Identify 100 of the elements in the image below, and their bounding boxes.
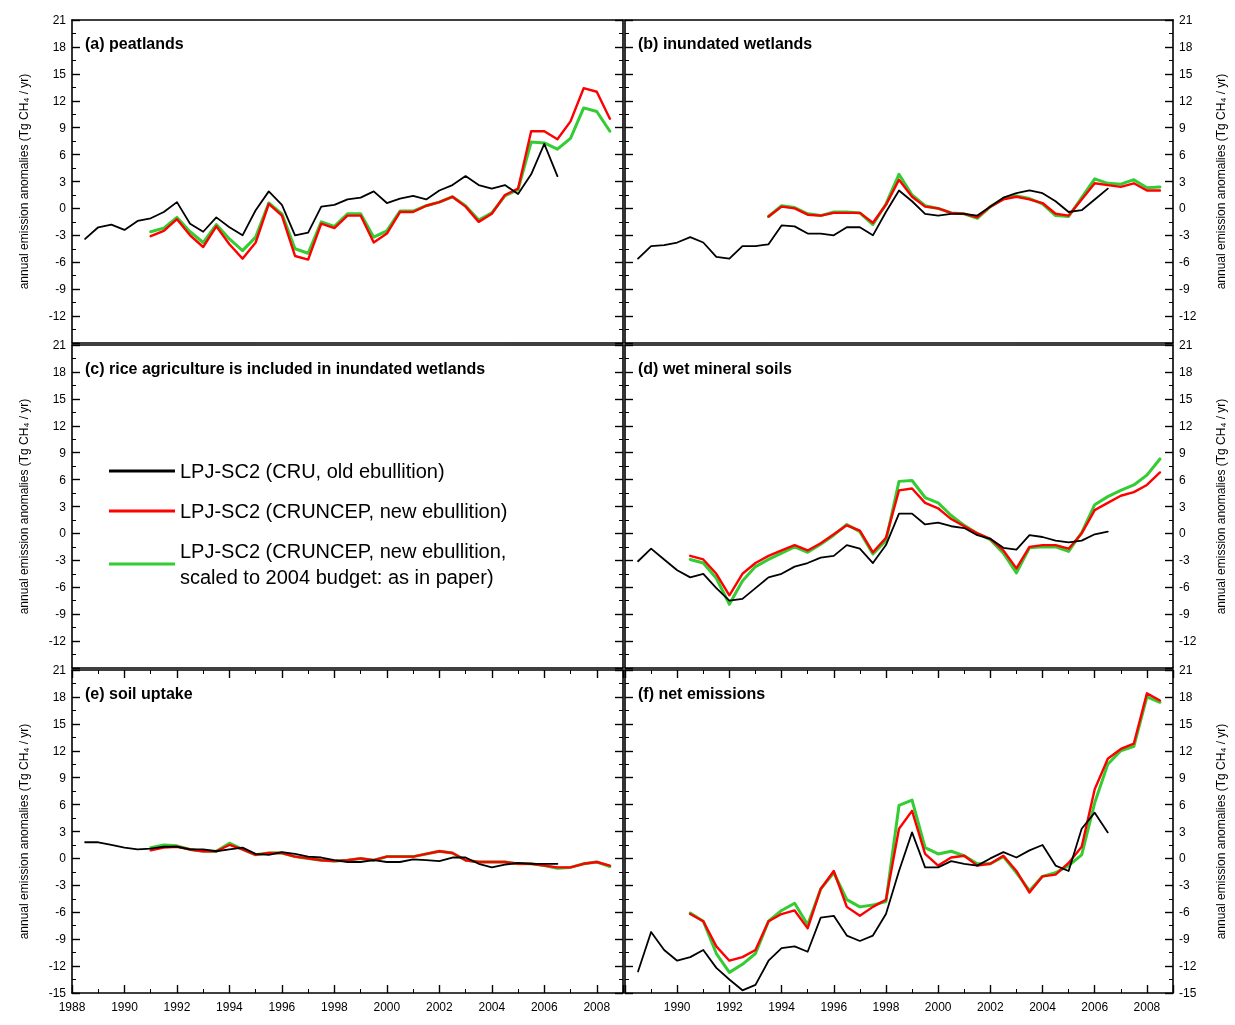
y-tick-label: -9 [1179, 932, 1190, 947]
text: (e) soil uptake [85, 684, 193, 702]
y-tick-label: 6 [59, 797, 67, 812]
x-tick-label: 2000 [924, 1000, 952, 1014]
y-tick-label: 18 [52, 364, 67, 379]
y-tick-label: 12 [52, 743, 67, 758]
x-tick-label: 1996 [820, 1000, 848, 1014]
y-tick-label: 15 [1179, 391, 1193, 406]
y-tick-label: -6 [55, 255, 67, 270]
y-tick-label: 18 [52, 39, 67, 54]
y-axis-title: annual emission anomalies (Tg CH₄ / yr) [1214, 723, 1228, 940]
y-tick-label: -3 [1179, 878, 1190, 893]
y-tick-label: -12 [48, 634, 67, 649]
y-axis-title: annual emission anomalies (Tg CH₄ / yr) [17, 723, 31, 940]
y-tick-label: 6 [1179, 147, 1186, 162]
y-tick-label: -9 [55, 607, 67, 622]
y-tick-label: 21 [1179, 663, 1193, 677]
y-tick-label: -6 [1179, 905, 1190, 920]
x-tick-label: 2002 [976, 1000, 1004, 1014]
x-tick-label: 2004 [478, 1000, 506, 1014]
x-tick-label: 1998 [872, 1000, 900, 1014]
y-tick-label: -9 [55, 932, 67, 947]
y-tick-label: 21 [1179, 338, 1193, 352]
y-tick-label: 6 [1179, 797, 1186, 812]
y-tick-label: 12 [1179, 93, 1193, 108]
y-tick-label: 21 [52, 13, 67, 27]
x-tick-label: 1992 [163, 1000, 191, 1014]
y-tick-label: 3 [59, 174, 67, 189]
y-tick-label: 21 [52, 663, 67, 677]
y-tick-label: 12 [52, 418, 67, 433]
y-tick-label: -12 [48, 309, 67, 324]
y-tick-label: 9 [1179, 120, 1186, 135]
y-tick-label: -12 [48, 959, 67, 974]
y-tick-label: -6 [1179, 255, 1190, 270]
y-tick-label: 15 [52, 391, 67, 406]
y-tick-label: -15 [1179, 986, 1197, 1000]
y-tick-label: 9 [59, 120, 67, 135]
y-tick-label: -15 [48, 986, 67, 1000]
y-tick-label: -12 [1179, 634, 1197, 649]
x-tick-label: 1996 [268, 1000, 296, 1014]
y-tick-label: 0 [1179, 201, 1186, 216]
y-tick-label: -9 [1179, 282, 1190, 297]
y-tick-label: 9 [59, 770, 67, 785]
y-tick-label: -6 [55, 580, 67, 595]
legend-label: LPJ-SC2 (CRU, old ebullition) [180, 460, 445, 482]
x-tick-label: 2002 [425, 1000, 453, 1014]
x-tick-label: 2000 [373, 1000, 401, 1014]
x-tick-label: 2008 [583, 1000, 611, 1014]
y-tick-label: 3 [1179, 499, 1186, 514]
y-tick-label: 9 [59, 445, 67, 460]
y-axis-title: annual emission anomalies (Tg CH₄ / yr) [1214, 398, 1228, 615]
y-tick-label: 9 [1179, 445, 1186, 460]
y-tick-label: -6 [55, 905, 67, 920]
text: (f) net emissions [638, 684, 766, 702]
x-tick-label: 1994 [216, 1000, 244, 1014]
y-tick-label: 18 [1179, 689, 1193, 704]
x-tick-label: 2004 [1029, 1000, 1057, 1014]
x-tick-label: 1990 [111, 1000, 139, 1014]
y-tick-label: 9 [1179, 770, 1186, 785]
legend-label: LPJ-SC2 (CRUNCEP, new ebullition, scaled to 2004 budget: as in paper) [180, 540, 512, 588]
y-tick-label: -6 [1179, 580, 1190, 595]
y-tick-label: 21 [52, 338, 67, 352]
y-tick-label: 12 [1179, 418, 1193, 433]
y-tick-label: -3 [1179, 553, 1190, 568]
y-tick-label: -12 [1179, 959, 1197, 974]
text: (d) wet mineral soils [638, 359, 792, 377]
legend-label: LPJ-SC2 (CRUNCEP, new ebullition) [180, 500, 508, 522]
y-tick-label: 6 [59, 472, 67, 487]
x-tick-label: 1988 [58, 1000, 86, 1014]
x-tick-label: 1994 [768, 1000, 796, 1014]
y-tick-label: 15 [52, 66, 67, 81]
y-tick-label: 15 [1179, 66, 1193, 81]
y-tick-label: 18 [1179, 39, 1193, 54]
y-tick-label: 15 [52, 716, 67, 731]
x-tick-label: 1990 [663, 1000, 691, 1014]
y-tick-label: -9 [1179, 607, 1190, 622]
y-axis-title: annual emission anomalies (Tg CH₄ / yr) [17, 73, 31, 290]
x-tick-label: 2006 [530, 1000, 558, 1014]
y-tick-label: 0 [59, 526, 67, 541]
text: (c) rice agriculture is included in inundated wetlands [85, 359, 486, 377]
y-tick-label: 18 [1179, 364, 1193, 379]
y-tick-label: 21 [1179, 13, 1193, 27]
y-tick-label: 6 [1179, 472, 1186, 487]
y-tick-label: -9 [55, 282, 67, 297]
y-tick-label: 12 [52, 93, 67, 108]
y-tick-label: 0 [1179, 526, 1186, 541]
x-tick-label: 1992 [716, 1000, 744, 1014]
text: (b) inundated wetlands [638, 34, 813, 52]
y-tick-label: 6 [59, 147, 67, 162]
y-tick-label: 18 [52, 689, 67, 704]
y-tick-label: 12 [1179, 743, 1193, 758]
y-tick-label: -3 [55, 553, 67, 568]
y-tick-label: -3 [1179, 228, 1190, 243]
y-tick-label: 0 [1179, 851, 1186, 866]
y-tick-label: -12 [1179, 309, 1197, 324]
text: (a) peatlands [85, 34, 184, 52]
y-tick-label: -3 [55, 878, 67, 893]
x-tick-label: 2008 [1133, 1000, 1161, 1014]
y-tick-label: -3 [55, 228, 67, 243]
y-tick-label: 0 [59, 851, 67, 866]
